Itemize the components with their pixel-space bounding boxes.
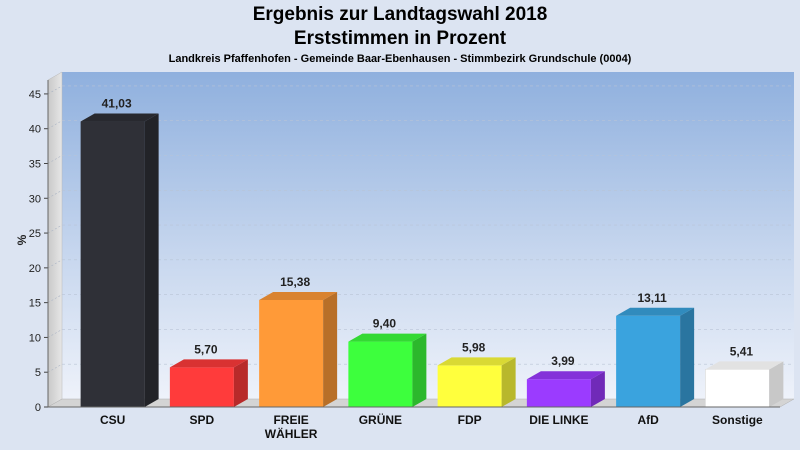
x-tick-label: Sonstige: [712, 413, 763, 427]
x-tick-label: GRÜNE: [359, 412, 402, 427]
bar-side: [412, 333, 427, 407]
bar-value-label: 41,03: [102, 97, 132, 111]
bar-side: [501, 357, 516, 407]
bar-value-label: 5,41: [730, 344, 754, 358]
plot-left-wall: [47, 71, 63, 408]
gridline-wall: [47, 155, 63, 164]
bar-afd: [616, 315, 681, 407]
gridline-wall: [47, 224, 63, 234]
bar-die-linke: [526, 379, 591, 407]
y-tick-label: 0: [35, 402, 41, 414]
gridline-wall: [47, 259, 63, 269]
bar-sonstige: [705, 369, 770, 408]
y-tick-label: 15: [29, 298, 41, 310]
gridline-wall: [47, 190, 63, 199]
x-tick-label: FDP: [458, 413, 482, 427]
y-tick-label: 30: [29, 193, 41, 205]
y-tick-label: 10: [29, 332, 41, 344]
bar-top: [526, 371, 605, 380]
chart-subtitle-region: Landkreis Pfaffenhofen - Gemeinde Baar-E…: [168, 53, 632, 65]
y-tick-label: 40: [29, 124, 41, 136]
bar-side: [323, 291, 338, 407]
y-tick-label: 45: [29, 89, 41, 101]
bar-fdp: [437, 365, 502, 407]
gridline-wall: [47, 120, 63, 129]
y-axis-label: %: [15, 234, 29, 245]
bar-side: [680, 307, 695, 407]
bar-csu: [80, 121, 145, 408]
gridline-wall: [47, 363, 63, 373]
bar-value-label: 3,99: [551, 354, 575, 368]
x-tick-label: WÄHLER: [265, 426, 318, 441]
y-tick-label: 35: [29, 158, 41, 170]
gridline-wall: [47, 329, 63, 338]
bar-side: [144, 113, 159, 408]
x-tick-label: SPD: [190, 413, 215, 427]
y-tick-label: 20: [29, 263, 41, 275]
bar-side: [233, 359, 248, 407]
x-tick-label: FREIE: [273, 413, 308, 427]
bar-top: [348, 333, 427, 342]
x-tick-label: DIE LINKE: [529, 413, 588, 427]
bar-value-label: 15,38: [280, 275, 310, 289]
bar-top: [616, 307, 695, 316]
bar-value-label: 5,98: [462, 340, 486, 354]
bar-value-label: 9,40: [373, 317, 397, 331]
bar-value-label: 13,11: [637, 291, 667, 305]
chart-subtitle-main: Erststimmen in Prozent: [293, 28, 507, 49]
x-tick-label: AfD: [637, 413, 659, 427]
bar-top: [80, 113, 159, 122]
bar-grüne: [348, 341, 413, 407]
y-tick-label: 25: [29, 228, 41, 240]
bar-top: [437, 357, 516, 366]
chart-title: Ergebnis zur Landtagswahl 2018: [252, 4, 548, 25]
y-tick-label: 5: [35, 367, 41, 379]
gridline-wall: [47, 85, 63, 95]
x-tick-label: CSU: [100, 413, 125, 427]
bar-top: [169, 359, 248, 368]
gridline-wall: [47, 294, 63, 303]
bar-value-label: 5,70: [194, 342, 218, 356]
bar-top: [259, 291, 338, 300]
bar-side: [590, 371, 605, 407]
bar-freie-wähler: [259, 299, 324, 407]
bar-side: [769, 361, 784, 407]
bar-top: [705, 361, 784, 370]
bar-spd: [169, 367, 234, 407]
